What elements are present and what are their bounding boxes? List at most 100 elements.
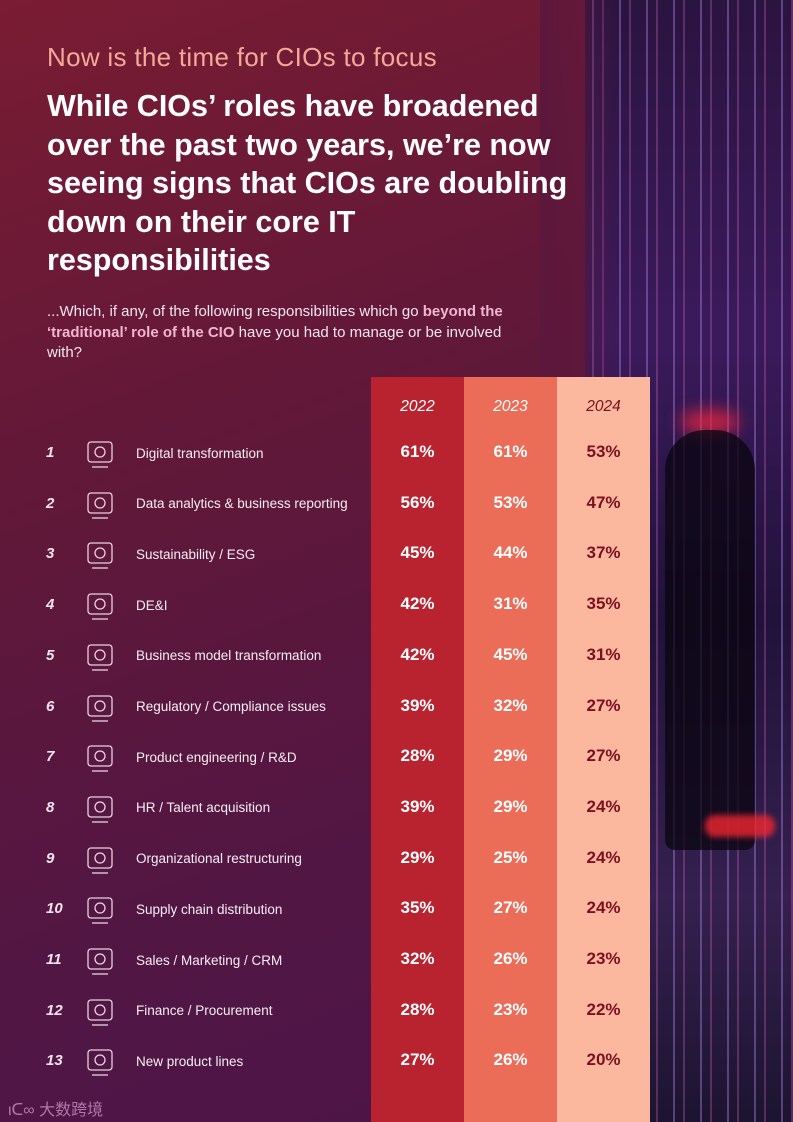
table-row: 11 Sales / Marketing / CRM 32% 26% 23% [0,935,650,985]
factory-icon [87,897,113,924]
row-rank: 13 [46,1052,63,1070]
books-icon [87,745,113,772]
courthouse-icon [87,694,113,722]
row-label: Finance / Procurement [136,1003,273,1019]
row-rank: 2 [46,494,55,512]
value-2022: 42% [400,594,435,614]
value-2022: 39% [400,695,435,715]
value-2022: 27% [400,1050,435,1070]
watermark-logo: ιᑕ∞ 大数跨境 [8,1102,104,1119]
router-icon [87,441,113,468]
value-2024: 31% [586,644,621,664]
survey-question: ...Which, if any, of the following respo… [47,303,503,361]
table-row: 10 Supply chain distribution 35% 27% 24% [0,884,650,934]
value-2023: 26% [493,1050,528,1070]
table-row: 8 HR / Talent acquisition 39% 29% 24% [0,783,650,833]
year-2024: 2024 [586,398,621,415]
table-row: 2 Data analytics & business reporting 56… [0,479,650,529]
row-label: Business model transformation [136,648,322,664]
column-2023 [464,377,557,1122]
row-rank: 12 [46,1001,63,1019]
value-2023: 32% [493,695,528,715]
analytics-monitor-icon [87,492,113,519]
table-row: 1 Digital transformation 61% 61% 53% [0,428,650,478]
column-2022 [371,377,464,1122]
robot-icon [87,1049,113,1077]
value-2023: 44% [493,543,528,563]
row-label: Digital transformation [136,445,264,461]
row-rank: 10 [46,900,63,918]
hands-people-icon [87,796,113,823]
table-row: 12 Finance / Procurement 28% 23% 22% [0,986,650,1036]
globe-leaf-icon [87,542,113,570]
table-row: 9 Organizational restructuring 29% 25% 2… [0,834,650,884]
row-rank: 6 [46,697,55,715]
row-rank: 11 [46,951,62,968]
value-2022: 61% [400,442,435,461]
table-row: 5 Business model transformation 42% 45% … [0,631,650,681]
chart-monitor-icon [87,644,113,671]
value-2022: 56% [400,492,435,512]
row-rank: 1 [46,444,55,461]
row-label: DE&I [136,597,168,613]
row-label: Organizational restructuring [136,851,302,867]
value-2023: 61% [493,442,528,461]
row-rank: 5 [46,646,55,664]
value-2022: 32% [400,949,435,968]
value-2024: 24% [586,796,621,816]
row-label: Data analytics & business reporting [136,496,348,512]
row-label: Sustainability / ESG [136,546,256,562]
value-2023: 27% [493,898,528,918]
value-2024: 20% [586,1050,621,1070]
value-2022: 35% [400,898,435,918]
value-2023: 25% [493,847,528,867]
value-2024: 24% [586,847,621,867]
value-2023: 29% [493,796,528,816]
value-2024: 24% [586,898,621,918]
year-2022: 2022 [400,398,435,415]
row-label: New product lines [136,1053,244,1069]
value-2024: 27% [586,695,621,715]
row-label: Supply chain distribution [136,901,283,917]
table-row: 6 Regulatory / Compliance issues 39% 32%… [0,682,650,732]
value-2023: 26% [493,949,528,968]
table-row: 13 New product lines 27% 26% 20% [0,1036,650,1086]
people-group-icon [87,593,113,620]
value-2024: 27% [586,746,621,766]
row-rank: 3 [46,545,55,563]
table-row: 3 Sustainability / ESG 45% 44% 37% [0,529,650,579]
value-2022: 42% [400,644,435,664]
value-2022: 29% [400,847,435,867]
value-2023: 29% [493,746,528,766]
year-2023: 2023 [493,398,528,415]
row-label: Regulatory / Compliance issues [136,699,326,714]
value-2023: 53% [493,492,528,512]
column-2024 [557,377,650,1122]
table-row: 7 Product engineering / R&D 28% 29% 27% [0,732,650,782]
value-2024: 53% [586,442,621,461]
row-label: Product engineering / R&D [136,749,297,765]
value-2023: 23% [493,999,528,1019]
row-rank: 8 [46,798,55,816]
megaphone-icon [87,948,113,975]
calculator-icon [87,999,113,1026]
kicker: Now is the time for CIOs to focus [47,42,437,72]
value-2024: 47% [586,492,621,512]
row-label: HR / Talent acquisition [136,800,271,816]
value-2022: 28% [400,999,435,1019]
value-2024: 22% [586,999,621,1019]
headline: While CIOs’ roles have broadened over th… [47,89,568,277]
table-row: 4 DE&I 42% 31% 35% [0,580,650,630]
value-2022: 39% [400,796,435,816]
row-rank: 9 [46,849,55,867]
value-2024: 35% [586,594,621,614]
value-2022: 28% [400,746,435,766]
row-rank: 7 [46,748,55,766]
value-2023: 31% [493,594,528,614]
row-rank: 4 [46,596,55,614]
value-2024: 23% [586,949,621,968]
value-2024: 37% [586,543,621,563]
value-2023: 45% [493,644,528,664]
row-label: Sales / Marketing / CRM [136,952,283,968]
value-2022: 45% [400,543,435,563]
